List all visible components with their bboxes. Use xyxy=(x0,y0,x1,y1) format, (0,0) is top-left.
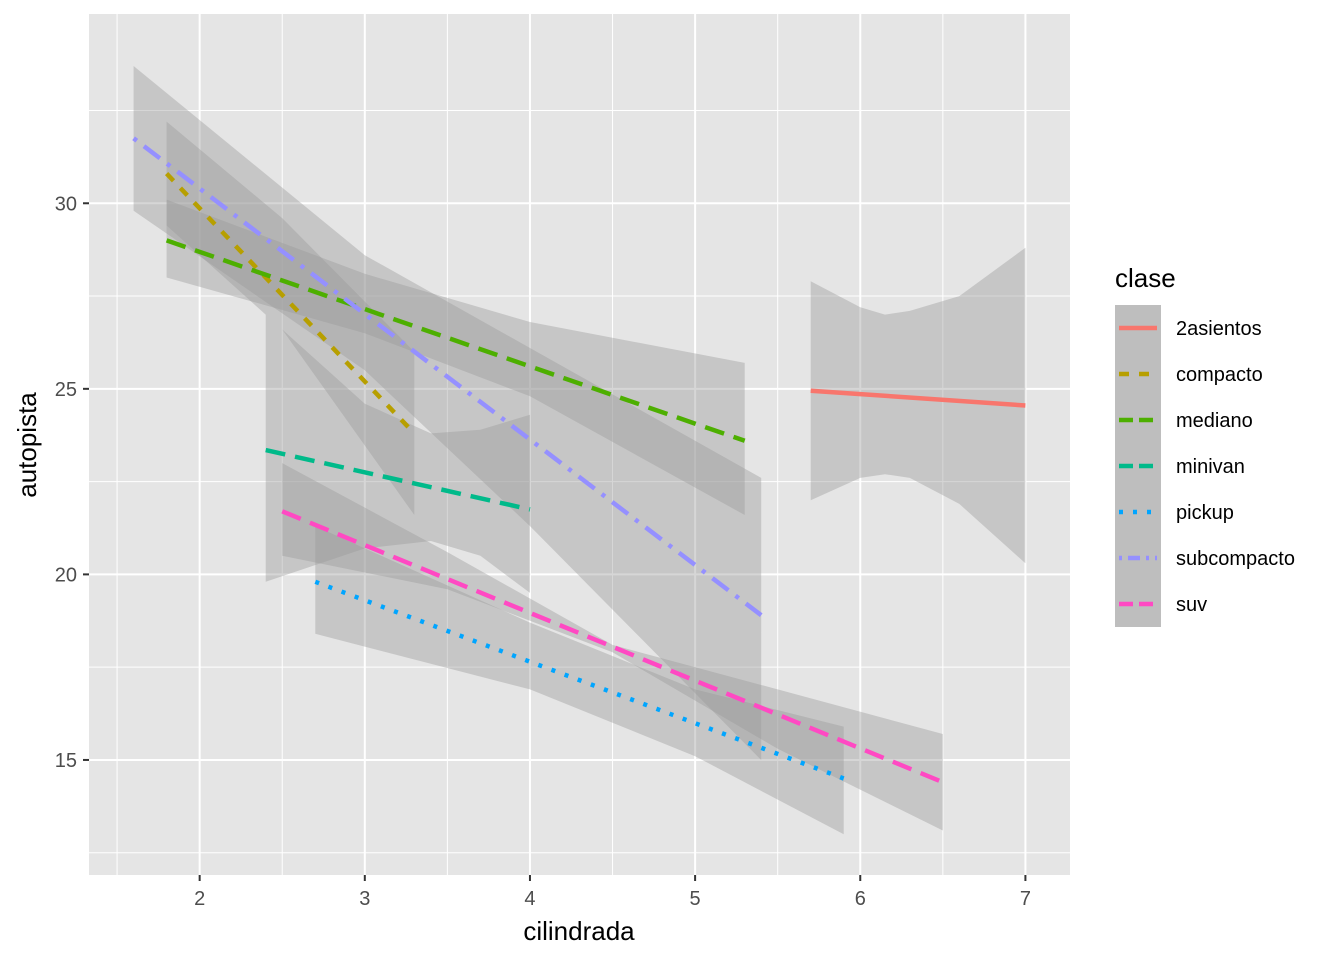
grid-major xyxy=(89,14,1070,875)
x-tick-label: 2 xyxy=(194,888,205,910)
legend-label: minivan xyxy=(1176,456,1245,478)
x-tick-label: 4 xyxy=(524,888,535,910)
legend-label: subcompacto xyxy=(1176,548,1295,570)
series-line-subcompacto xyxy=(132,136,763,617)
legend-keys: 2asientos compacto mediano minivan pickup sub… xyxy=(1115,305,1295,627)
x-axis: 2 3 4 5 6 7 xyxy=(194,875,1031,910)
ribbon-minivan xyxy=(265,314,530,593)
series-line-mediano xyxy=(165,238,746,443)
legend-title: clase xyxy=(1115,263,1176,293)
ribbon-subcompacto xyxy=(133,66,762,760)
plot-panel xyxy=(89,14,1070,875)
confidence-ribbons xyxy=(133,66,1026,835)
grid-minor xyxy=(89,14,1070,875)
y-tick-label: 30 xyxy=(55,193,77,215)
legend-label: compacto xyxy=(1176,364,1263,386)
legend-label: suv xyxy=(1176,594,1207,616)
legend-label: mediano xyxy=(1176,410,1253,432)
x-tick-label: 3 xyxy=(359,888,370,910)
series-line-minivan xyxy=(265,447,531,512)
x-axis-title: cilindrada xyxy=(523,916,635,946)
ribbon-2asientos xyxy=(810,247,1026,564)
ribbon-mediano xyxy=(166,199,745,515)
ribbon-compacto xyxy=(166,121,415,515)
x-tick-label: 7 xyxy=(1020,888,1031,910)
series-line-pickup xyxy=(314,579,845,781)
x-tick-label: 6 xyxy=(855,888,866,910)
legend-label: 2asientos xyxy=(1176,318,1262,340)
series-line-2asientos xyxy=(810,388,1026,408)
series-lines xyxy=(132,136,1026,785)
x-tick-label: 5 xyxy=(690,888,701,910)
y-axis-title: autopista xyxy=(12,392,42,498)
ribbon-suv xyxy=(282,463,943,831)
legend-label: pickup xyxy=(1176,502,1234,524)
y-tick-label: 20 xyxy=(55,564,77,586)
legend: clase 2asientos compacto mediano minivan pic… xyxy=(1115,263,1295,627)
y-tick-label: 15 xyxy=(55,750,77,772)
y-tick-label: 25 xyxy=(55,379,77,401)
y-axis: 15 20 25 30 xyxy=(55,193,89,772)
